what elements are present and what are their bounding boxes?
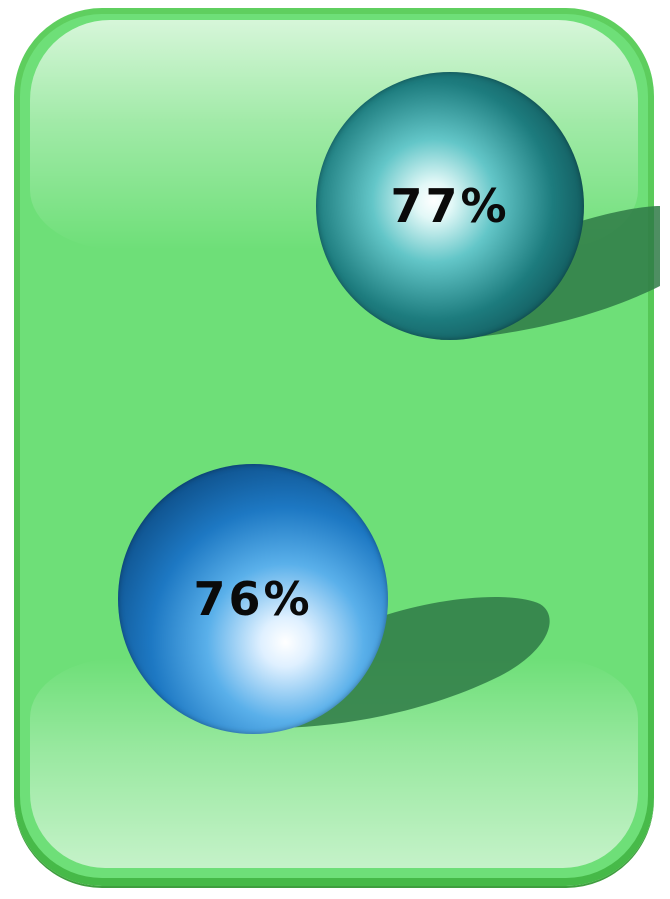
blue-sphere-76: 76% (118, 464, 388, 734)
percentage-label-76: 76% (193, 572, 313, 626)
teal-sphere-77: 77% (316, 72, 584, 340)
percentage-label-77: 77% (390, 179, 510, 233)
